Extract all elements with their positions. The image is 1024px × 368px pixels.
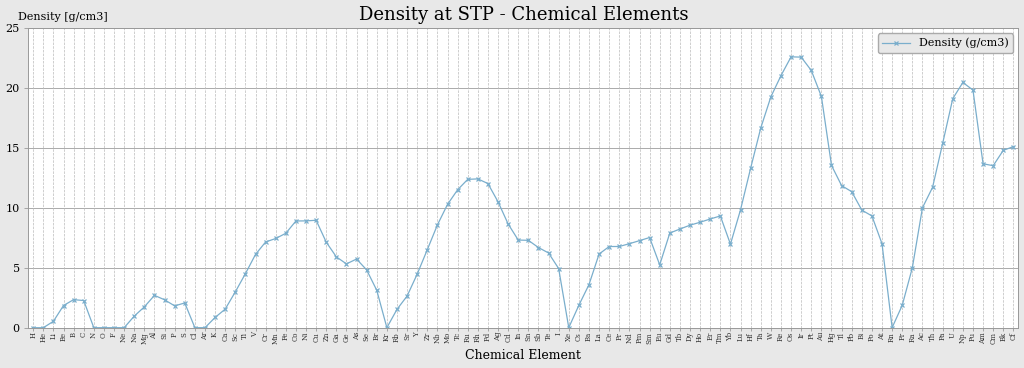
Density (g/cm3) <box>643 235 655 240</box>
Density (g/cm3) <box>88 326 100 330</box>
Density (g/cm3) <box>492 199 504 204</box>
Line: Density (g/cm3): Density (g/cm3) <box>31 54 1016 330</box>
Density (g/cm3) <box>572 303 585 308</box>
Title: Density at STP - Chemical Elements: Density at STP - Chemical Elements <box>358 6 688 24</box>
Density (g/cm3) <box>27 326 39 330</box>
Text: Density [g/cm3]: Density [g/cm3] <box>18 12 108 22</box>
X-axis label: Chemical Element: Chemical Element <box>465 350 582 362</box>
Legend: Density (g/cm3): Density (g/cm3) <box>878 33 1013 53</box>
Density (g/cm3) <box>775 73 787 78</box>
Density (g/cm3) <box>785 54 798 59</box>
Density (g/cm3) <box>108 325 120 330</box>
Density (g/cm3) <box>1008 144 1020 149</box>
